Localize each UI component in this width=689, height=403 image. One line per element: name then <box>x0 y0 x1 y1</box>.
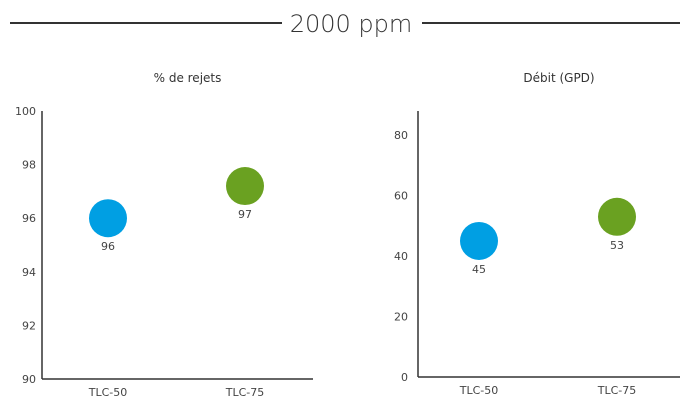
chart-rejection-rate: % de rejets 90 92 94 96 98 100 TLC-50 TLC-75 96 97 <box>15 71 313 399</box>
data-point <box>89 199 127 238</box>
y-tick-label: 92 <box>22 319 36 332</box>
data-label: 97 <box>238 208 252 221</box>
y-tick-label: 94 <box>22 266 36 279</box>
data-label: 45 <box>472 263 486 276</box>
chart-title: % de rejets <box>154 71 222 85</box>
page-title: 2000 ppm <box>290 10 413 38</box>
y-tick-label: 100 <box>15 105 36 118</box>
data-label: 53 <box>610 239 624 252</box>
data-point <box>460 221 498 260</box>
y-tick-label: 60 <box>394 190 408 203</box>
y-tick-label: 98 <box>22 159 36 172</box>
y-tick-label: 90 <box>22 373 36 386</box>
header: 2000 ppm <box>10 10 680 38</box>
x-category-label: TLC-75 <box>597 384 637 397</box>
data-point <box>226 167 264 206</box>
data-point <box>598 197 636 236</box>
data-label: 96 <box>101 240 115 253</box>
y-tick-label: 96 <box>22 212 36 225</box>
x-category-label: TLC-50 <box>88 386 128 399</box>
chart-title: Débit (GPD) <box>523 71 594 85</box>
y-tick-label: 40 <box>394 250 408 263</box>
y-tick-label: 20 <box>394 311 408 324</box>
y-tick-label: 0 <box>401 371 408 384</box>
chart-flow-rate: Débit (GPD) 0 20 40 60 80 TLC-50 TLC-75 45 53 <box>394 71 680 397</box>
x-category-label: TLC-75 <box>225 386 265 399</box>
x-category-label: TLC-50 <box>459 384 499 397</box>
y-tick-label: 80 <box>394 129 408 142</box>
